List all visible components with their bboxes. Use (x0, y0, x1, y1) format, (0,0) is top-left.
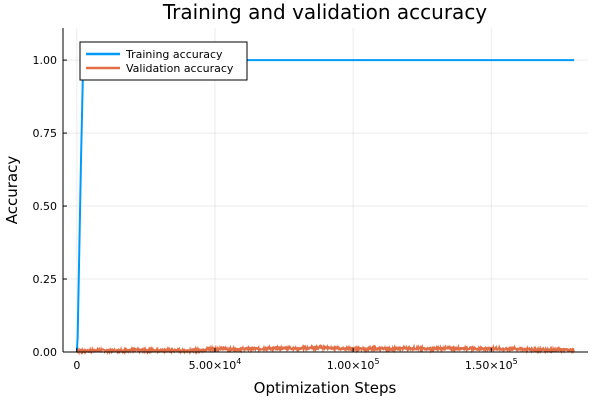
x-tick-label: 5.00×104 (189, 357, 242, 372)
y-tick-label: 0.75 (33, 127, 58, 140)
legend-label-training: Training accuracy (125, 48, 223, 61)
y-axis-label: Accuracy (3, 156, 21, 225)
x-axis-label: Optimization Steps (254, 379, 397, 397)
x-tick-mantissa: 5.00×10 (189, 359, 237, 372)
x-tick-mantissa: 1.00×10 (327, 359, 375, 372)
x-tick-label: 0 (73, 359, 80, 372)
chart-title: Training and validation accuracy (162, 0, 487, 24)
y-tick-label: 0.50 (33, 200, 58, 213)
x-tick-mantissa: 1.50×10 (465, 359, 513, 372)
x-tick-exponent: 4 (236, 357, 241, 366)
x-tick-label: 1.00×105 (327, 357, 380, 372)
series-line-validation (76, 343, 575, 356)
x-tick-mantissa: 0 (73, 359, 80, 372)
ticks: 0 5.00×104 1.00×105 1.50×1050.000.250.500.7… (33, 54, 518, 372)
y-tick-label: 0.00 (33, 346, 58, 359)
legend: Training accuracy Validation accuracy (79, 41, 248, 81)
x-tick-label: 1.50×105 (465, 357, 518, 372)
y-tick-label: 0.25 (33, 273, 58, 286)
axes (62, 28, 588, 353)
legend-label-validation: Validation accuracy (126, 62, 234, 75)
legend-box (79, 41, 248, 81)
y-tick-label: 1.00 (33, 54, 58, 67)
x-tick-exponent: 5 (513, 357, 518, 366)
x-tick-exponent: 5 (374, 357, 379, 366)
